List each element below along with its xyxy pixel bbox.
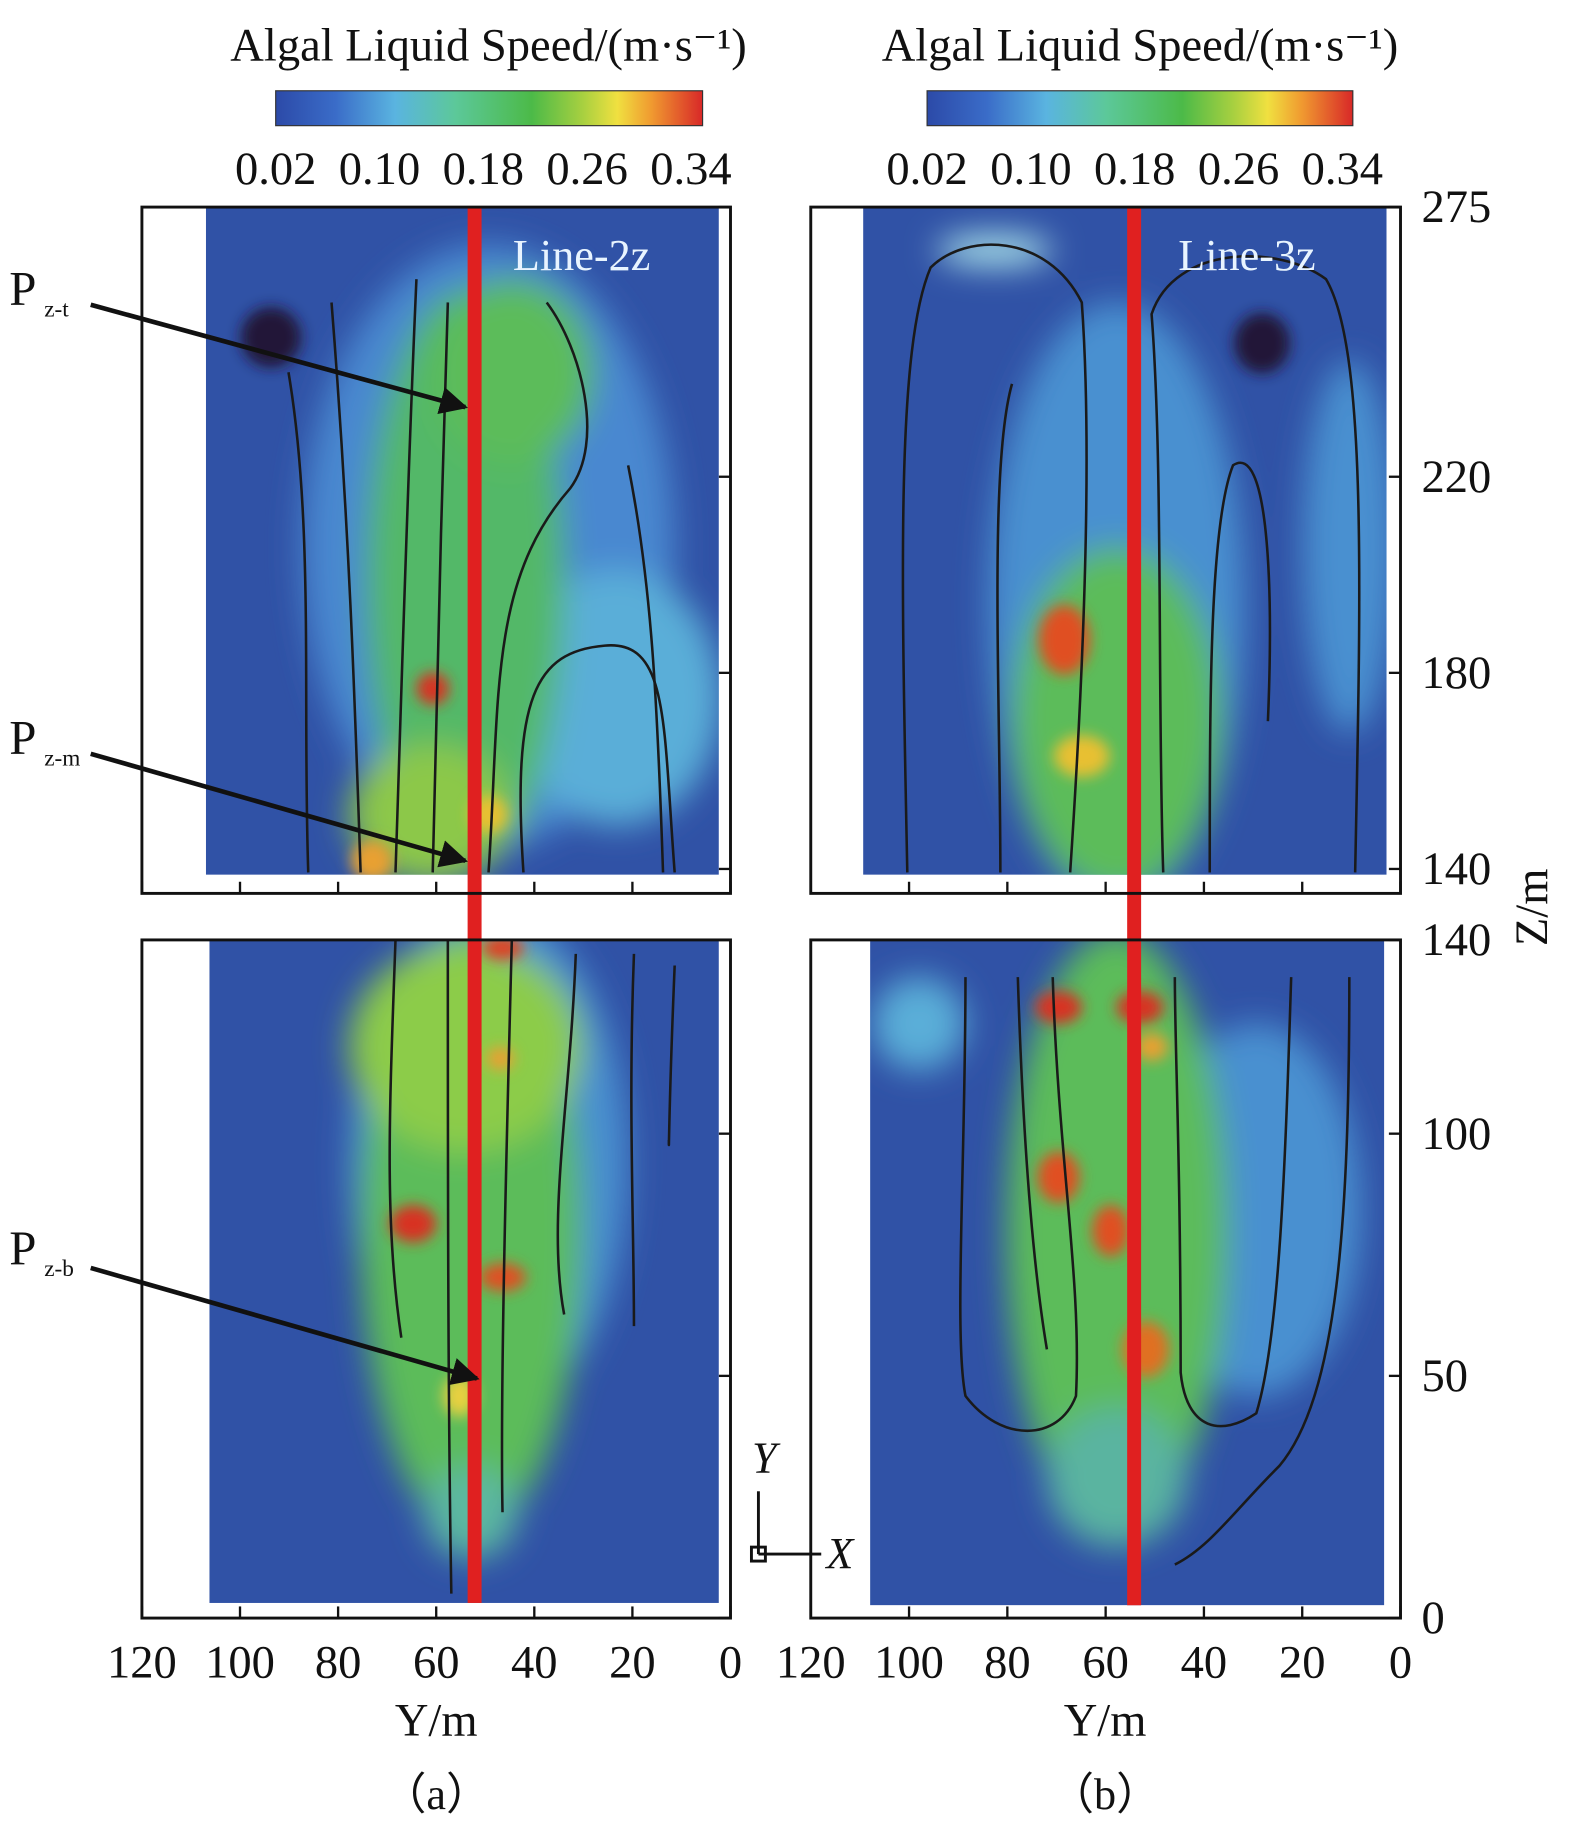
- colorbar-tick-label: 0.02: [235, 144, 316, 195]
- colorbar-tick-label: 0.26: [546, 144, 627, 195]
- x-tick-label: 60: [1082, 1637, 1129, 1688]
- colorbar-tick-label: 0.18: [443, 144, 524, 195]
- point-label: P: [9, 1220, 36, 1275]
- x-tick-label: 0: [1389, 1637, 1412, 1688]
- contour-field: [205, 207, 719, 875]
- pointer-arrow: [90, 1265, 480, 1385]
- point-label-sub: z-b: [44, 1256, 74, 1282]
- x-tick-label: 0: [719, 1637, 742, 1688]
- x-tick-label: 60: [413, 1637, 460, 1688]
- point-label: P: [9, 710, 36, 765]
- pointer-arrow: [90, 302, 468, 415]
- x-tick-label: 40: [511, 1637, 558, 1688]
- colorbar-tick-label: 0.10: [339, 144, 420, 195]
- sample-line: [1127, 207, 1142, 1606]
- x-tick-label: 100: [205, 1637, 275, 1688]
- colorbar-title: Algal Liquid Speed/(m·s⁻¹): [230, 21, 747, 72]
- line-label: Line-2z: [513, 231, 650, 280]
- x-axis-label: Y/m: [1064, 1696, 1147, 1747]
- z-tick-label: 275: [1421, 182, 1491, 233]
- x-tick-label: 120: [776, 1637, 846, 1688]
- triad-label: X: [824, 1529, 855, 1578]
- colorbar: [926, 90, 1354, 127]
- x-tick-label: 40: [1181, 1637, 1228, 1688]
- colorbar-title: Algal Liquid Speed/(m·s⁻¹): [882, 21, 1399, 72]
- x-tick-label: 80: [984, 1637, 1031, 1688]
- colorbar: [275, 90, 704, 127]
- line-label: Line-3z: [1178, 231, 1315, 280]
- x-tick-label: 20: [609, 1637, 656, 1688]
- z-tick-label: 140: [1421, 915, 1491, 966]
- colorbar-tick-label: 0.02: [886, 144, 967, 195]
- panel-caption: （b）: [1050, 1770, 1160, 1819]
- z-axis-label: Z/m: [1507, 869, 1558, 947]
- colorbar-tick-label: 0.18: [1094, 144, 1175, 195]
- pointer-arrow: [90, 751, 468, 868]
- x-tick-label: 100: [874, 1637, 944, 1688]
- contour-field: [863, 207, 1387, 875]
- triad-origin: [749, 1545, 767, 1563]
- z-tick-label: 220: [1421, 452, 1491, 503]
- x-tick-label: 20: [1279, 1637, 1326, 1688]
- z-tick-label: 0: [1421, 1593, 1444, 1644]
- x-tick-label: 80: [315, 1637, 362, 1688]
- z-tick-label: 50: [1421, 1351, 1468, 1402]
- point-label: P: [9, 261, 36, 316]
- colorbar-tick-label: 0.34: [1302, 144, 1383, 195]
- colorbar-tick-label: 0.34: [650, 144, 731, 195]
- z-tick-label: 180: [1421, 648, 1491, 699]
- colorbar-tick-label: 0.10: [990, 144, 1071, 195]
- z-tick-label: 140: [1421, 844, 1491, 895]
- x-axis-label: Y/m: [395, 1696, 478, 1747]
- colorbar-tick-label: 0.26: [1198, 144, 1279, 195]
- sample-line: [467, 207, 482, 1603]
- contour-field: [209, 939, 719, 1603]
- panel-caption: （a）: [382, 1770, 490, 1819]
- point-label-sub: z-m: [44, 745, 80, 771]
- point-label-sub: z-t: [44, 296, 69, 322]
- triad-label: Y: [752, 1434, 781, 1483]
- x-tick-label: 120: [107, 1637, 177, 1688]
- z-tick-label: 100: [1421, 1109, 1491, 1160]
